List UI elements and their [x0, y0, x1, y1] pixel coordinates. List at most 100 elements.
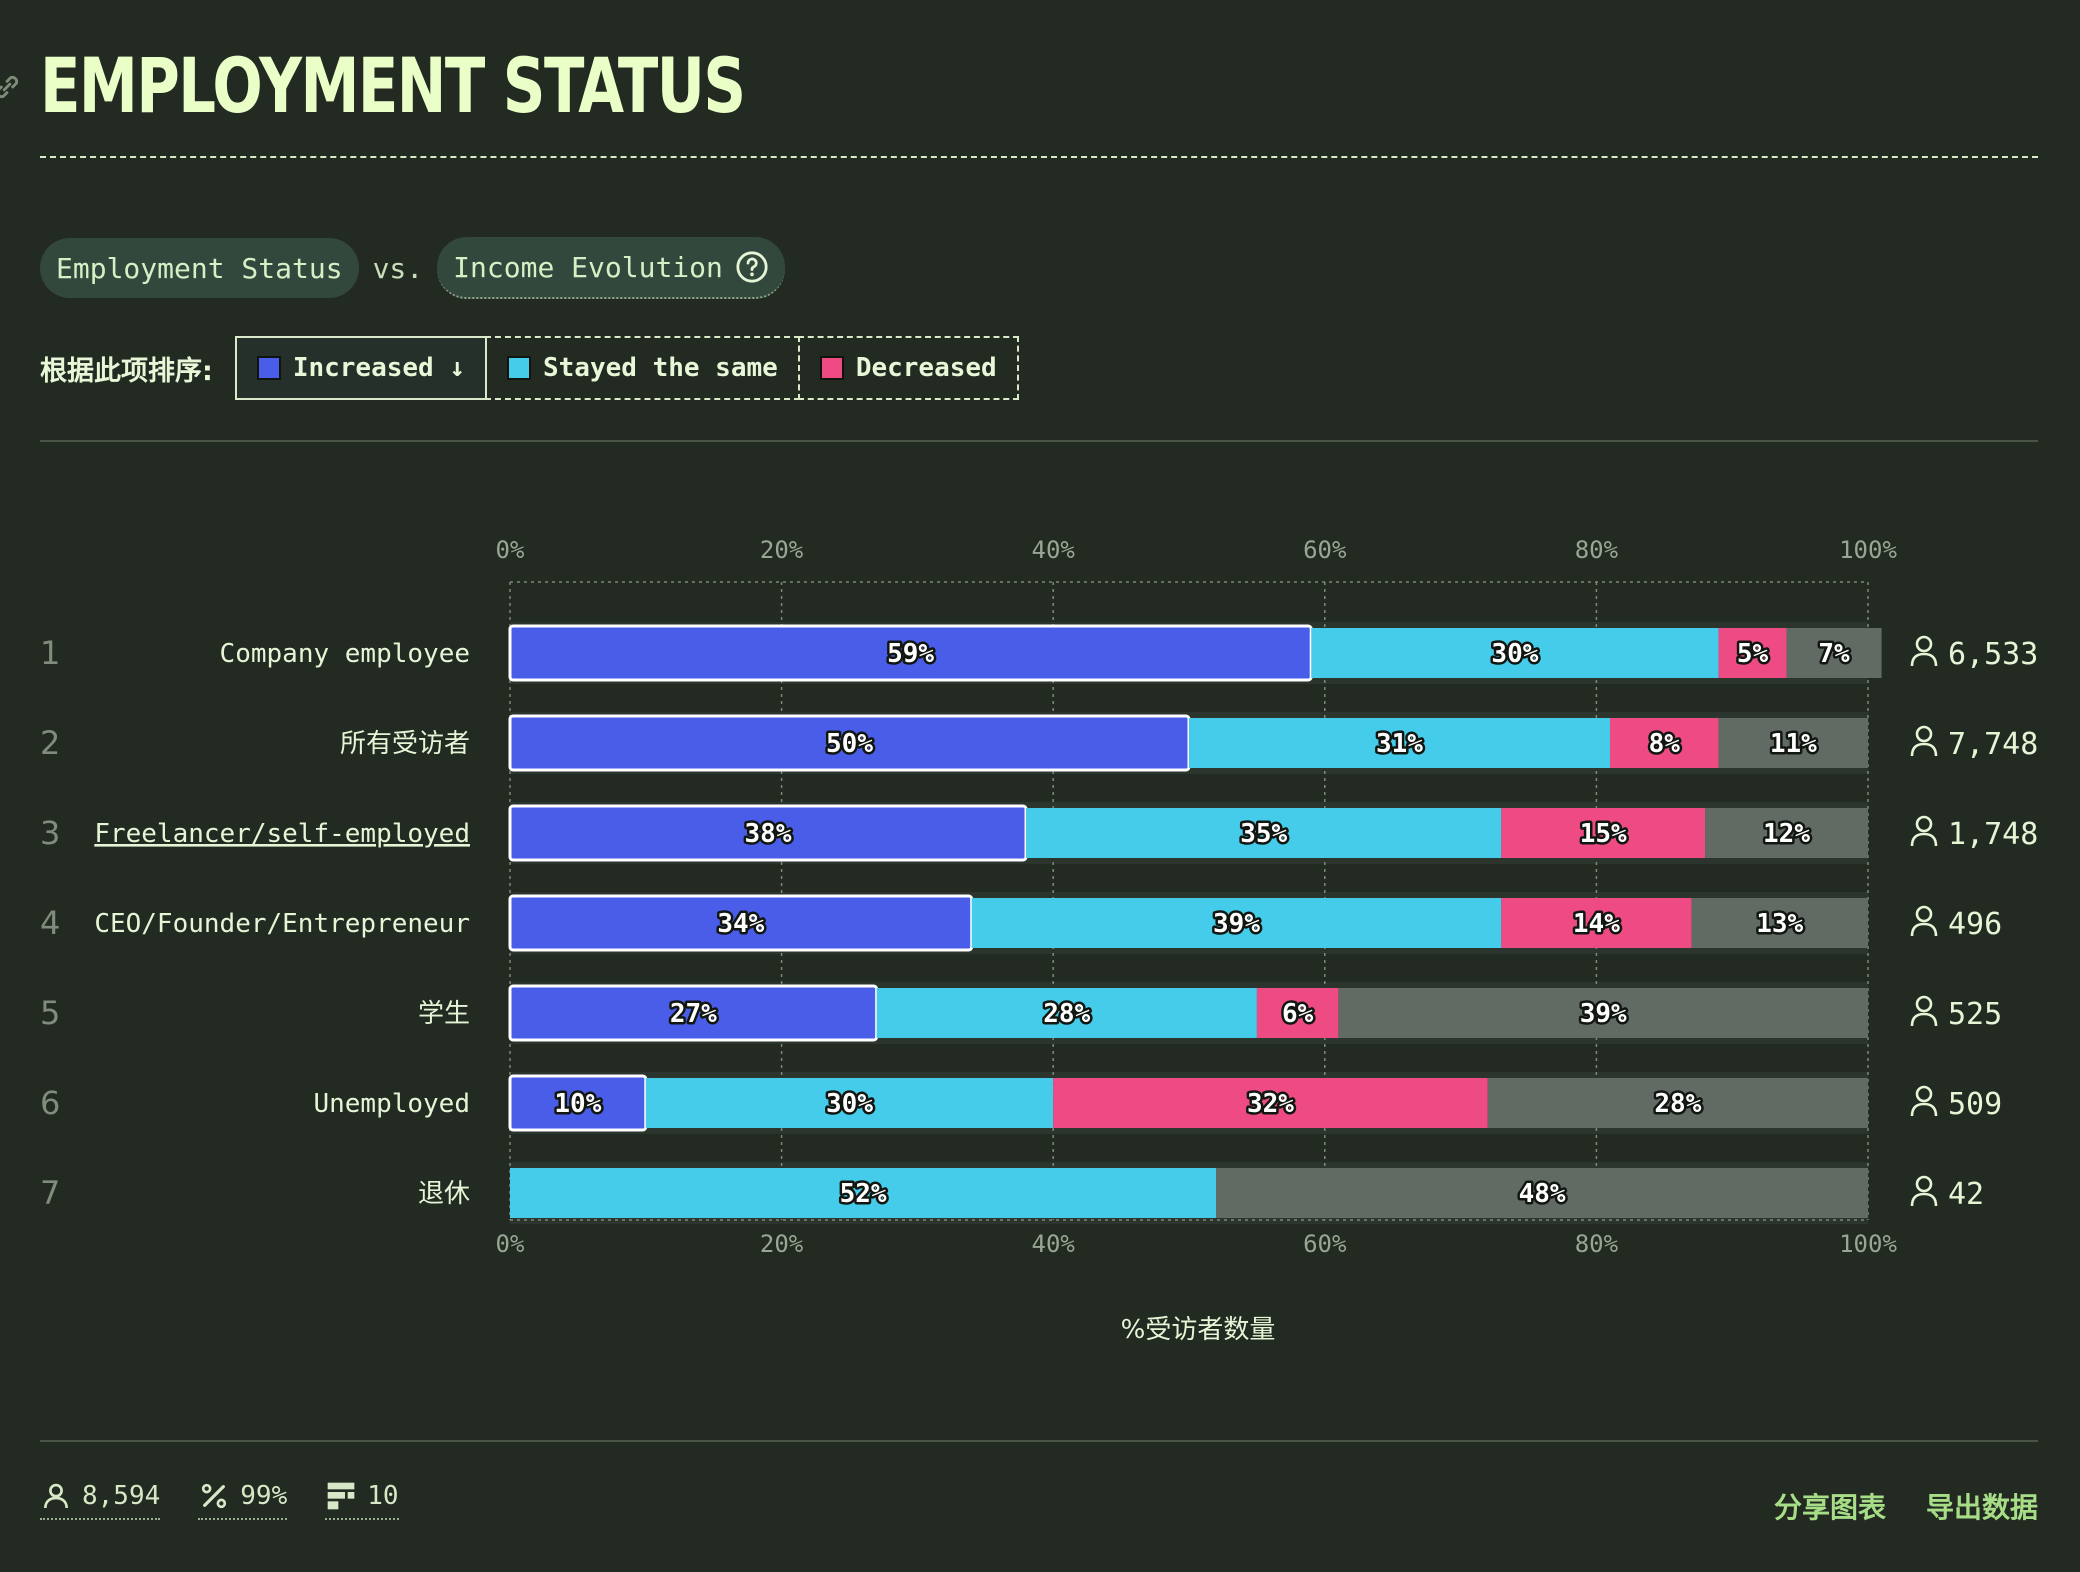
sort-label: 根据此项排序:	[40, 355, 213, 387]
sort-button-label: Stayed the same	[543, 353, 778, 383]
category-label: CEO/Founder/Entrepreneur	[94, 909, 470, 939]
bar-segment	[1691, 898, 1868, 948]
sort-button-label: Decreased	[855, 353, 997, 383]
person-icon	[1915, 815, 1933, 833]
data-label: 12%	[1763, 819, 1810, 849]
help-icon[interactable]	[735, 250, 769, 284]
data-label: 34%	[717, 909, 764, 939]
bar-segment	[1609, 718, 1719, 768]
bar-segment	[1501, 898, 1692, 948]
total-respondents[interactable]: 8,594	[40, 1480, 161, 1520]
export-data-button[interactable]: 导出数据	[1925, 1491, 2038, 1524]
person-icon	[1915, 1175, 1933, 1193]
data-label: 8%	[1649, 729, 1681, 759]
bar-segment	[1216, 1168, 1868, 1218]
stacked-bar-chart: 0% 0% 20% 20% 40% 40% 60% 60% 80% 80% 100% 100% 1 Com…	[40, 536, 2038, 1345]
title-divider	[40, 156, 2038, 158]
primary-question-pill[interactable]: Employment Status	[40, 238, 359, 298]
bar-segment	[1718, 718, 1868, 768]
category-label[interactable]: Freelancer/self-employed	[94, 819, 470, 849]
category-label: Unemployed	[313, 1089, 470, 1119]
respondent-count: 6,533	[1948, 637, 2038, 672]
respondent-count: 509	[1948, 1087, 2002, 1122]
x-tick-label-bottom: 80%	[1575, 1230, 1619, 1258]
data-label: 30%	[1491, 639, 1538, 669]
data-label: 5%	[1737, 639, 1769, 669]
response-rate-value: 99%	[240, 1481, 288, 1511]
response-rate[interactable]: 99%	[198, 1480, 288, 1520]
sort-button-label: Increased ↓	[292, 353, 465, 383]
bar-segment	[1311, 628, 1719, 678]
bar-segment	[1786, 628, 1882, 678]
row-rank: 1	[40, 634, 60, 672]
data-label: 28%	[1654, 1089, 1701, 1119]
row-rank: 7	[40, 1174, 60, 1212]
bar-segment	[645, 1078, 1054, 1128]
data-label: 15%	[1580, 819, 1627, 849]
question-count[interactable]: 10	[325, 1480, 399, 1520]
sort-button-stayed[interactable]: Stayed the same	[485, 336, 800, 400]
person-icon	[1915, 635, 1933, 653]
bar-segment	[876, 988, 1257, 1038]
chart-actions: 分享图表 导出数据	[1774, 1486, 2038, 1526]
bar-segment	[1487, 1078, 1868, 1128]
bar-segment	[1026, 808, 1502, 858]
x-tick-label-top: 80%	[1575, 536, 1619, 564]
x-tick-label-top: 0%	[496, 536, 525, 564]
person-icon	[1915, 905, 1933, 923]
respondent-count: 7,748	[1948, 727, 2038, 762]
person-icon	[1910, 1012, 1938, 1027]
respondent-count: 525	[1948, 997, 2002, 1032]
secondary-question-label: Income Evolution	[453, 250, 723, 284]
secondary-question-pill[interactable]: Income Evolution	[437, 237, 785, 299]
category-label: 学生	[418, 999, 470, 1029]
data-label: 35%	[1240, 819, 1287, 849]
person-icon	[1910, 1102, 1938, 1117]
x-tick-label-bottom: 0%	[496, 1230, 525, 1258]
share-chart-button[interactable]: 分享图表	[1773, 1491, 1886, 1524]
x-tick-label-top: 20%	[760, 536, 804, 564]
person-icon	[1910, 832, 1938, 847]
vs-label: vs.	[372, 251, 424, 285]
bar-segment	[1718, 628, 1787, 678]
respondent-count: 42	[1948, 1177, 1984, 1212]
data-label: 32%	[1247, 1089, 1294, 1119]
link-icon[interactable]	[0, 70, 24, 104]
data-label: 7%	[1818, 639, 1850, 669]
person-icon	[1915, 1085, 1933, 1103]
data-label: 30%	[826, 1089, 873, 1119]
data-label: 38%	[745, 819, 792, 849]
footer-stats: 8,594 99% 10	[40, 1480, 399, 1520]
row-rank: 5	[40, 994, 60, 1032]
x-tick-label-bottom: 40%	[1032, 1230, 1076, 1258]
bar-segment	[1189, 718, 1610, 768]
data-label: 27%	[670, 999, 717, 1029]
page-title: EMPLOYMENT STATUS	[40, 41, 746, 130]
x-tick-label-top: 100%	[1839, 536, 1897, 564]
sort-button-increased[interactable]: Increased ↓	[234, 336, 487, 400]
increased-swatch	[256, 356, 281, 380]
category-label: 退休	[418, 1179, 470, 1209]
bar-segment	[971, 898, 1502, 948]
row-rank: 4	[40, 904, 60, 942]
bar-chart-icon	[327, 1482, 355, 1510]
data-label: 39%	[1580, 999, 1627, 1029]
data-label: 11%	[1770, 729, 1817, 759]
person-icon	[1910, 922, 1938, 937]
data-label: 52%	[840, 1179, 887, 1209]
primary-question-label: Employment Status	[56, 251, 343, 285]
x-tick-label-top: 60%	[1303, 536, 1347, 564]
total-respondents-value: 8,594	[82, 1481, 161, 1511]
footer-divider	[40, 1440, 2038, 1442]
x-tick-label-bottom: 100%	[1839, 1230, 1897, 1258]
data-label: 13%	[1756, 909, 1803, 939]
person-icon	[1910, 742, 1938, 757]
x-axis-label: %受访者数量	[1121, 1315, 1276, 1345]
bar-segment	[1053, 1078, 1488, 1128]
sort-button-decreased[interactable]: Decreased	[797, 336, 1019, 400]
row-rank: 6	[40, 1084, 60, 1122]
bar-segment	[1501, 808, 1706, 858]
data-label: 28%	[1043, 999, 1090, 1029]
bar-segment	[510, 1168, 1217, 1218]
x-tick-label-bottom: 60%	[1303, 1230, 1347, 1258]
